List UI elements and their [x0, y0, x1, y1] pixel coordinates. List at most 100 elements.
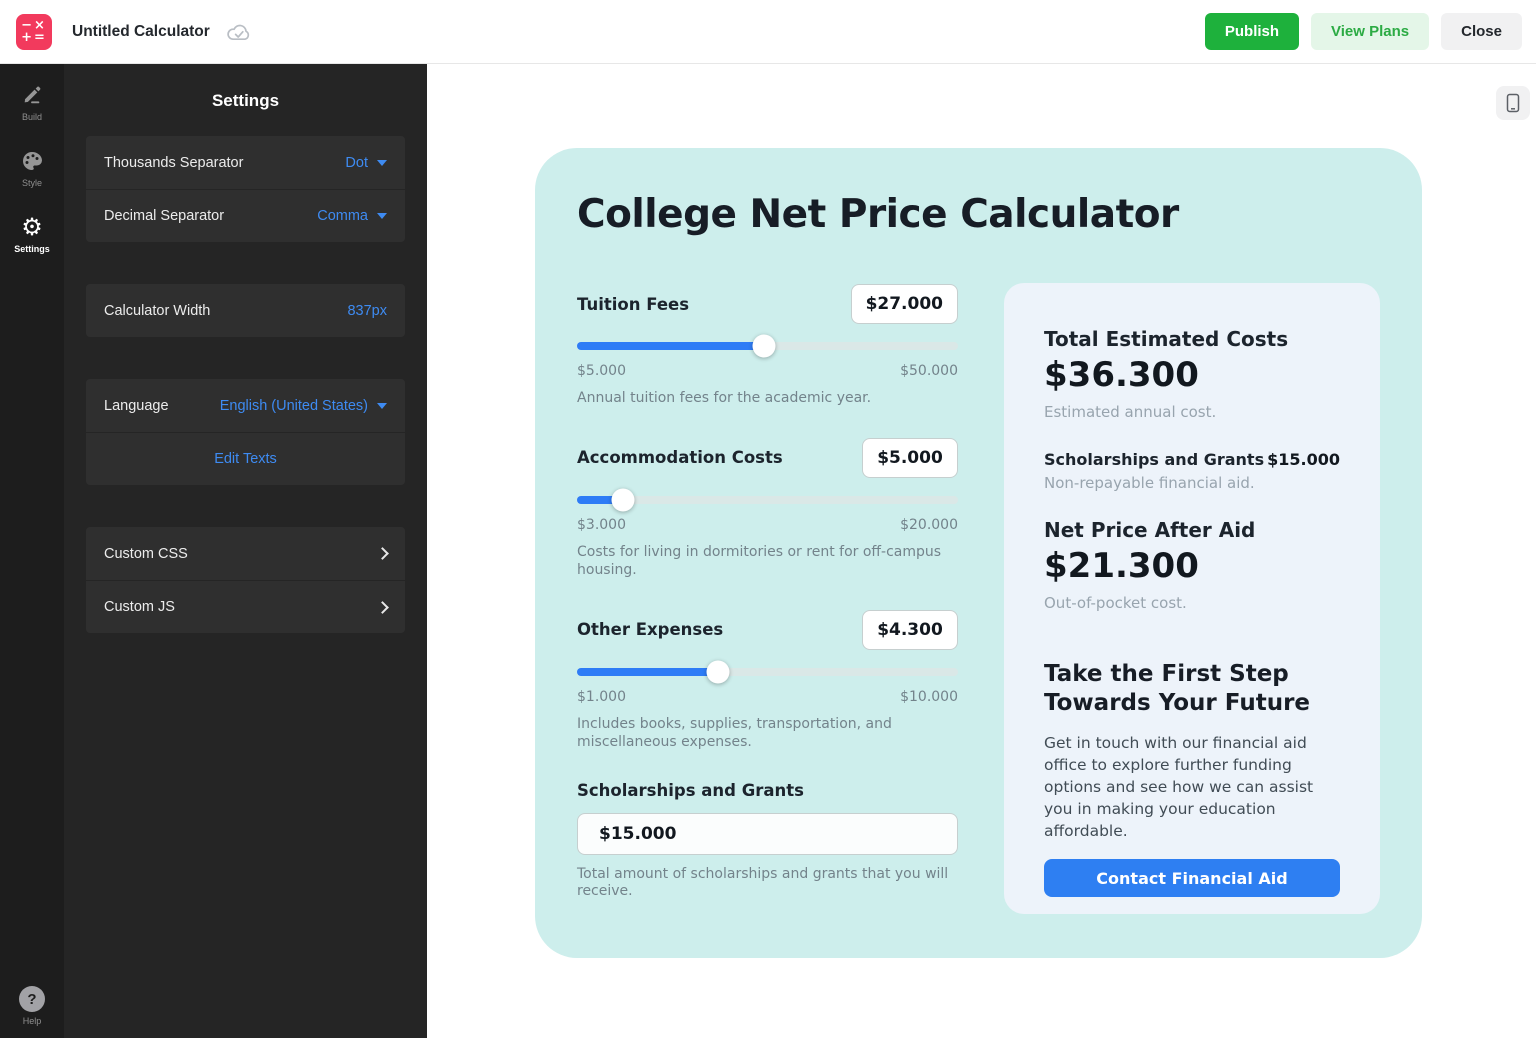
summary-card: Total Estimated Costs $36.300 Estimated …: [1004, 283, 1380, 914]
edit-texts-button[interactable]: Edit Texts: [86, 432, 405, 485]
nav-item-settings[interactable]: ⚙ Settings: [14, 214, 50, 254]
pencil-icon: [21, 82, 43, 108]
calculator-width-row[interactable]: Calculator Width 837px: [86, 284, 405, 337]
slider-fill: [577, 342, 764, 350]
nav-item-help[interactable]: ? Help: [19, 986, 45, 1026]
tuition-fees-min: $5.000: [577, 363, 626, 379]
decimal-separator-select[interactable]: Comma: [317, 208, 387, 224]
chevron-down-icon: [377, 159, 387, 166]
other-expenses-value[interactable]: $4.300: [862, 609, 958, 650]
chevron-down-icon: [377, 402, 387, 409]
thousands-separator-value: Dot: [345, 154, 368, 171]
mobile-preview-button[interactable]: [1496, 86, 1530, 120]
other-expenses-slider[interactable]: [577, 660, 958, 684]
question-icon: ?: [19, 986, 45, 1012]
scholarships-label: Scholarships and Grants: [577, 780, 804, 800]
summary-scholarships-note: Non-repayable financial aid.: [1044, 474, 1255, 492]
language-value: English (United States): [219, 397, 368, 414]
preview-canvas: College Net Price Calculator Tuition Fee…: [427, 64, 1536, 1038]
scholarships-description: Total amount of scholarships and grants …: [577, 865, 949, 900]
gear-icon: ⚙: [21, 213, 43, 241]
contact-financial-aid-button[interactable]: Contact Financial Aid: [1044, 859, 1340, 898]
chevron-right-icon: [376, 547, 389, 560]
top-bar: −× += Untitled Calculator Publish View P…: [0, 0, 1536, 64]
language-label: Language: [104, 397, 169, 414]
tuition-fees-description: Annual tuition fees for the academic yea…: [577, 390, 872, 406]
language-row[interactable]: Language English (United States): [86, 379, 405, 432]
settings-panel: Settings Thousands Separator Dot Decimal…: [64, 64, 427, 1038]
calculator-width-value[interactable]: 837px: [347, 302, 387, 319]
column-gap: [958, 283, 1004, 914]
other-expenses-group: Other Expenses $4.300 $1.000 $10.000: [577, 609, 958, 752]
net-price-value: $21.300: [1044, 546, 1199, 586]
slider-track: [577, 667, 958, 676]
other-expenses-max: $10.000: [900, 688, 958, 705]
nav-build-label: Build: [21, 112, 42, 122]
app-logo-icon[interactable]: −× +=: [16, 13, 52, 50]
custom-css-row[interactable]: Custom CSS: [86, 527, 405, 580]
edit-texts-label: Edit Texts: [214, 451, 277, 467]
thousands-separator-label: Thousands Separator: [104, 154, 244, 171]
slider-thumb[interactable]: [706, 660, 730, 684]
view-plans-button[interactable]: View Plans: [1311, 13, 1430, 50]
scholarships-input[interactable]: [577, 812, 958, 855]
logo-glyph-top: −×: [21, 17, 47, 33]
chevron-down-icon: [377, 213, 387, 219]
language-select[interactable]: English (United States): [220, 398, 387, 414]
slider-thumb[interactable]: [611, 488, 635, 512]
accommodation-costs-value[interactable]: $5.000: [862, 437, 958, 478]
net-price-label: Net Price After Aid: [1044, 518, 1256, 542]
tuition-fees-slider[interactable]: [577, 334, 958, 358]
tuition-fees-group: Tuition Fees $27.000 $5.000 $50.000: [577, 283, 958, 408]
nav-settings-label: Settings: [14, 244, 50, 254]
close-button[interactable]: Close: [1441, 13, 1522, 50]
cta-title: Take the First Step Towards Your Future: [1044, 661, 1311, 717]
tuition-fees-max: $50.000: [900, 363, 958, 379]
slider-thumb[interactable]: [752, 334, 776, 358]
custom-code-group: Custom CSS Custom JS: [86, 527, 405, 633]
summary-scholarships-label: Scholarships and Grants: [1044, 450, 1265, 469]
accommodation-costs-label: Accommodation Costs: [577, 448, 783, 468]
nav-item-build[interactable]: Build: [21, 82, 43, 122]
slider-track: [577, 495, 958, 504]
accommodation-costs-min: $3.000: [577, 516, 626, 533]
decimal-separator-row[interactable]: Decimal Separator Comma: [86, 189, 405, 242]
accommodation-costs-slider[interactable]: [577, 488, 958, 512]
calculator-body: Tuition Fees $27.000 $5.000 $50.000: [577, 283, 1380, 914]
total-costs-note: Estimated annual cost.: [1044, 403, 1217, 421]
cta-text: Get in touch with our financial aid offi…: [1044, 734, 1314, 841]
nav-item-style[interactable]: Style: [20, 148, 44, 188]
slider-fill: [577, 667, 718, 676]
decimal-separator-label: Decimal Separator: [104, 208, 225, 224]
tuition-fees-value[interactable]: $27.000: [850, 284, 958, 324]
nav-help-label: Help: [22, 1016, 42, 1026]
palette-icon: [20, 148, 44, 174]
custom-js-row[interactable]: Custom JS: [86, 580, 405, 633]
thousands-separator-row[interactable]: Thousands Separator Dot: [86, 136, 405, 189]
accommodation-costs-group: Accommodation Costs $5.000 $3.000 $20.00…: [577, 437, 958, 580]
thousands-separator-select[interactable]: Dot: [345, 155, 387, 171]
publish-button[interactable]: Publish: [1204, 13, 1300, 50]
cloud-saved-icon: [226, 22, 252, 42]
width-settings-group: Calculator Width 837px: [86, 284, 405, 337]
decimal-separator-value: Comma: [317, 208, 368, 224]
net-price-note: Out-of-pocket cost.: [1044, 594, 1187, 612]
accommodation-costs-description: Costs for living in dormitories or rent …: [577, 543, 942, 578]
inputs-column: Tuition Fees $27.000 $5.000 $50.000: [577, 283, 958, 914]
other-expenses-min: $1.000: [577, 688, 626, 705]
tuition-fees-label: Tuition Fees: [577, 294, 690, 314]
custom-js-label: Custom JS: [104, 599, 175, 615]
separator-settings-group: Thousands Separator Dot Decimal Separato…: [86, 136, 405, 242]
other-expenses-label: Other Expenses: [577, 620, 724, 640]
calculator-title: College Net Price Calculator: [577, 192, 1179, 237]
custom-css-label: Custom CSS: [104, 545, 188, 562]
total-costs-label: Total Estimated Costs: [1044, 327, 1289, 351]
document-title[interactable]: Untitled Calculator: [72, 22, 210, 40]
total-costs-value: $36.300: [1044, 355, 1199, 395]
settings-panel-title: Settings: [211, 91, 280, 110]
slider-fill: [577, 495, 623, 504]
accommodation-costs-max: $20.000: [900, 516, 958, 533]
left-nav-rail: Build Style ⚙ Settings ? Help: [0, 64, 64, 1038]
scholarships-group: Scholarships and Grants Total amount of …: [577, 781, 958, 902]
language-settings-group: Language English (United States) Edit Te…: [86, 379, 405, 485]
